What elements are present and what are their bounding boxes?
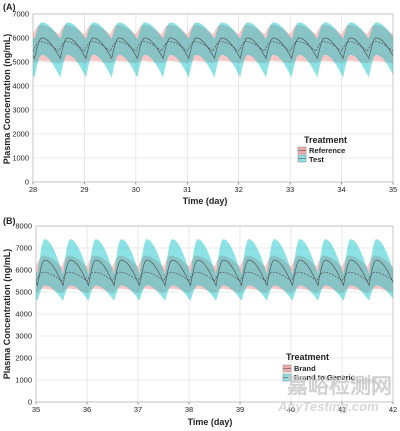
band-test	[33, 22, 393, 78]
panel-a-legend: Treatment Reference Test	[297, 135, 347, 164]
panel-a: (A) 0 1000 2000 3000 4000 5000 6000 7000 28 29 30…	[2, 2, 397, 206]
x-tick-label: 40	[287, 405, 295, 414]
legend-label-brand: Brand	[294, 364, 316, 373]
panel-a-mean-lines	[32, 37, 394, 60]
y-tick-label: 1000	[12, 154, 29, 163]
band-brand	[36, 255, 393, 294]
y-tick-label: 4000	[15, 310, 32, 319]
watermark-tiny: 嘉峪检测网	[351, 378, 376, 385]
panel-b-bands	[36, 239, 393, 301]
x-tick-label: 29	[80, 185, 88, 194]
panel-b-legend-title: Treatment	[286, 352, 329, 362]
panel-b: (B) 0 1000 2000 3000 4000 5000 6000 7000 8000 35…	[2, 216, 397, 427]
panel-b-legend: Treatment Brand Brand to Generic	[282, 352, 355, 382]
y-tick-label: 8000	[15, 222, 32, 231]
x-tick-label: 35	[32, 405, 40, 414]
y-tick-label: 3000	[12, 106, 29, 115]
panel-a-x-axis-title: Time (day)	[183, 196, 228, 206]
y-tick-label: 2000	[12, 130, 29, 139]
watermark-secondary: AnyTesting.com	[277, 399, 379, 414]
legend-label-reference: Reference	[309, 146, 345, 155]
y-tick-label: 1000	[15, 376, 32, 385]
legend-label-brand-to-generic: Brand to Generic	[294, 373, 355, 382]
y-tick-label: 5000	[15, 288, 32, 297]
panel-b-grid	[35, 225, 394, 403]
y-tick-label: 7000	[12, 10, 29, 19]
panel-a-legend-title: Treatment	[304, 135, 347, 145]
x-tick-label: 34	[337, 185, 345, 194]
panel-b-label: (B)	[3, 216, 16, 226]
legend-label-test: Test	[309, 155, 324, 164]
x-tick-label: 33	[286, 185, 294, 194]
x-tick-label: 35	[389, 185, 397, 194]
y-tick-label: 0	[28, 398, 32, 407]
panel-b-mean-lines	[35, 259, 394, 287]
panel-b-y-ticks: 0 1000 2000 3000 4000 5000 6000 7000 8000	[15, 222, 32, 407]
y-tick-label: 2000	[15, 354, 32, 363]
x-tick-label: 41	[338, 405, 346, 414]
x-tick-label: 36	[83, 405, 91, 414]
panel-b-y-axis-title: Plasma Concentration (ng/mL)	[2, 249, 12, 380]
y-tick-label: 7000	[15, 244, 32, 253]
panel-a-x-ticks: 28 29 30 31 32 33 34 35	[29, 182, 397, 194]
mean-line-brand-to-generic	[35, 259, 394, 287]
x-tick-label: 30	[132, 185, 140, 194]
y-tick-label: 5000	[12, 58, 29, 67]
panel-a-label: (A)	[3, 2, 16, 12]
y-tick-label: 6000	[12, 34, 29, 43]
x-tick-label: 39	[236, 405, 244, 414]
x-tick-label: 31	[183, 185, 191, 194]
watermark-primary: 嘉峪检测网	[287, 374, 392, 398]
mean-line-test	[32, 37, 394, 60]
y-tick-label: 0	[25, 178, 29, 187]
band-reference	[33, 24, 393, 64]
watermark: 嘉峪检测网 AnyTesting.com 嘉峪检测网	[277, 374, 392, 414]
panel-a-bands	[33, 22, 393, 78]
x-tick-label: 42	[389, 405, 397, 414]
panel-b-x-ticks: 35 36 37 38 39 40 41 42	[32, 402, 397, 414]
panel-a-grid	[32, 13, 394, 183]
y-tick-label: 6000	[15, 266, 32, 275]
x-tick-label: 38	[185, 405, 193, 414]
panel-a-y-axis-title: Plasma Concentration (ng/mL)	[2, 34, 12, 165]
y-tick-label: 4000	[12, 82, 29, 91]
band-brand-to-generic	[36, 239, 393, 301]
y-tick-label: 3000	[15, 332, 32, 341]
mean-line-brand	[35, 271, 394, 282]
mean-line-reference	[32, 41, 394, 52]
x-tick-label: 37	[134, 405, 142, 414]
panel-b-x-axis-title: Time (day)	[188, 417, 233, 427]
panel-a-y-ticks: 0 1000 2000 3000 4000 5000 6000 7000	[12, 10, 29, 187]
x-tick-label: 28	[29, 185, 37, 194]
x-tick-label: 32	[235, 185, 243, 194]
